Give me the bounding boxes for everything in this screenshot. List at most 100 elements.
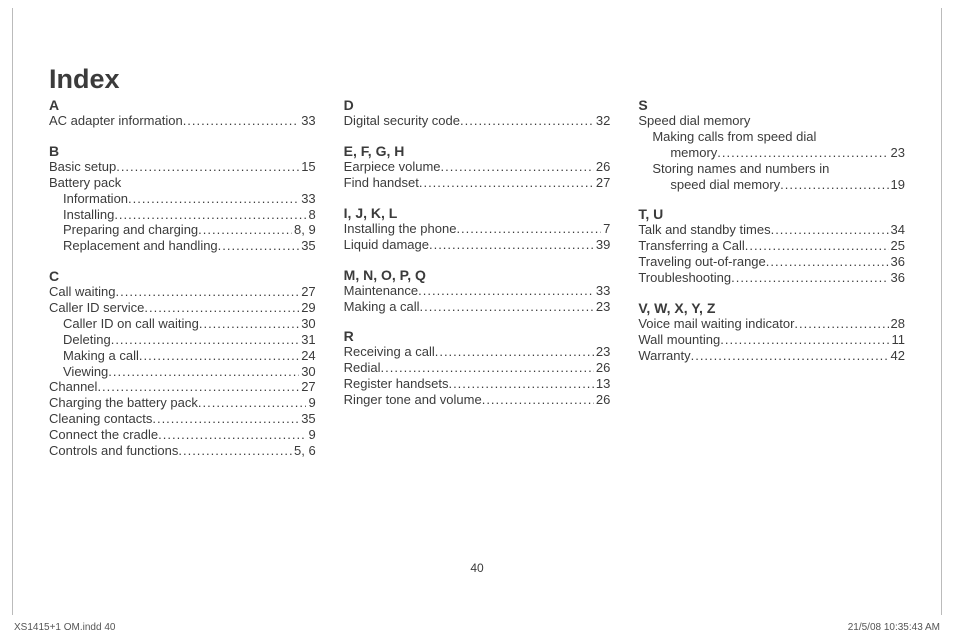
dot-leader [419,175,594,191]
index-entry: Installing the phone7 [344,221,611,237]
index-entry-label: Installing the phone [344,221,457,237]
index-entry: Replacement and handling35 [49,238,316,254]
index-entry: Troubleshooting 36 [638,270,905,286]
index-letter-heading: R [344,328,611,344]
index-entry-label: Liquid damage [344,237,429,253]
index-letter-heading: M, N, O, P, Q [344,267,611,283]
index-entry: speed dial memory19 [638,177,905,193]
dot-leader [158,427,306,443]
index-entry-page: 11 [890,332,906,348]
dot-leader [111,332,300,348]
index-entry-page: 19 [889,177,905,193]
index-entry: Making calls from speed dial [638,129,905,145]
index-group: RReceiving a call23Redial26Register hand… [344,328,611,408]
index-entry: memory23 [638,145,905,161]
index-entry-page: 27 [299,379,315,395]
index-entry: Talk and standby times 34 [638,222,905,238]
index-entry: Viewing30 [49,364,316,380]
index-entry-label: Warranty [638,348,690,364]
index-entry: Battery pack [49,175,316,191]
index-entry-label: Traveling out-of-range [638,254,765,270]
index-entry-page: 9 [306,395,315,411]
index-group: SSpeed dial memoryMaking calls from spee… [638,97,905,192]
index-entry-page: 23 [594,344,610,360]
index-entry: Connect the cradle9 [49,427,316,443]
index-entry-page: 32 [594,113,610,129]
index-entry-label: Storing names and numbers in [652,161,829,177]
index-entry-label: Preparing and charging [63,222,198,238]
index-group: V, W, X, Y, ZVoice mail waiting indicato… [638,300,905,364]
index-entry-page: 28 [889,316,905,332]
index-letter-heading: B [49,143,316,159]
index-column: DDigital security code32E, F, G, HEarpie… [344,97,611,473]
index-column: SSpeed dial memoryMaking calls from spee… [638,97,905,473]
index-entry-label: Caller ID service [49,300,144,316]
dot-leader [114,207,306,223]
index-entry: Channel27 [49,379,316,395]
index-entry: Charging the battery pack9 [49,395,316,411]
index-entry-label: Earpiece volume [344,159,441,175]
index-entry: Cleaning contacts35 [49,411,316,427]
index-entry-label: memory [670,145,717,161]
index-entry-page: 39 [594,237,610,253]
index-entry-page: 33 [299,191,315,207]
dot-leader [482,392,594,408]
dot-leader [116,159,299,175]
dot-leader [766,254,889,270]
index-entry-label: Ringer tone and volume [344,392,482,408]
index-letter-heading: D [344,97,611,113]
index-entry-page: 15 [299,159,315,175]
index-letter-heading: A [49,97,316,113]
dot-leader [435,344,594,360]
index-entry: Basic setup15 [49,159,316,175]
index-entry: Controls and functions5, 6 [49,443,316,459]
index-entry-page: 31 [299,332,315,348]
index-entry-page: 13 [594,376,610,392]
index-entry-page: 36 [889,270,905,286]
index-entry-label: Troubleshooting [638,270,731,286]
index-entry: Earpiece volume26 [344,159,611,175]
index-entry-label: Making calls from speed dial [652,129,816,145]
index-entry-label: Battery pack [49,175,121,191]
index-entry: Caller ID on call waiting30 [49,316,316,332]
index-entry-label: AC adapter information [49,113,183,129]
index-entry: AC adapter information33 [49,113,316,129]
index-entry-label: Transferring a Call [638,238,744,254]
index-entry-page: 34 [889,222,905,238]
dot-leader [429,237,594,253]
index-entry-page: 24 [299,348,315,364]
footer-timestamp: 21/5/08 10:35:43 AM [848,622,940,633]
index-letter-heading: C [49,268,316,284]
index-entry-page: 5, 6 [292,443,316,459]
index-entry: Ringer tone and volume26 [344,392,611,408]
index-entry-page: 29 [299,300,315,316]
index-entry: Installing8 [49,207,316,223]
index-entry-label: Replacement and handling [63,238,218,254]
index-entry: Digital security code32 [344,113,611,129]
index-entry-page: 23 [594,299,610,315]
index-columns: AAC adapter information33BBasic setup15B… [49,97,905,473]
print-footer: XS1415+1 OM.indd 40 21/5/08 10:35:43 AM [14,622,940,633]
index-entry: Information 33 [49,191,316,207]
dot-leader [381,360,594,376]
index-entry-page: 42 [889,348,905,364]
dot-leader [720,332,889,348]
index-entry-label: Receiving a call [344,344,435,360]
dot-leader [780,177,888,193]
dot-leader [115,284,299,300]
index-group: T, UTalk and standby times 34 Transferring… [638,206,905,286]
index-entry: Wall mounting11 [638,332,905,348]
index-entry: Find handset27 [344,175,611,191]
dot-leader [731,270,888,286]
index-letter-heading: T, U [638,206,905,222]
index-group: DDigital security code32 [344,97,611,129]
dot-leader [178,443,292,459]
index-entry-label: Find handset [344,175,419,191]
index-entry-page: 9 [306,427,315,443]
index-entry-label: Talk and standby times [638,222,770,238]
dot-leader [198,395,307,411]
index-group: M, N, O, P, QMaintenance33Making a call2… [344,267,611,315]
index-entry-label: Speed dial memory [638,113,750,129]
index-entry-label: Redial [344,360,381,376]
index-entry-label: Information [63,191,128,207]
